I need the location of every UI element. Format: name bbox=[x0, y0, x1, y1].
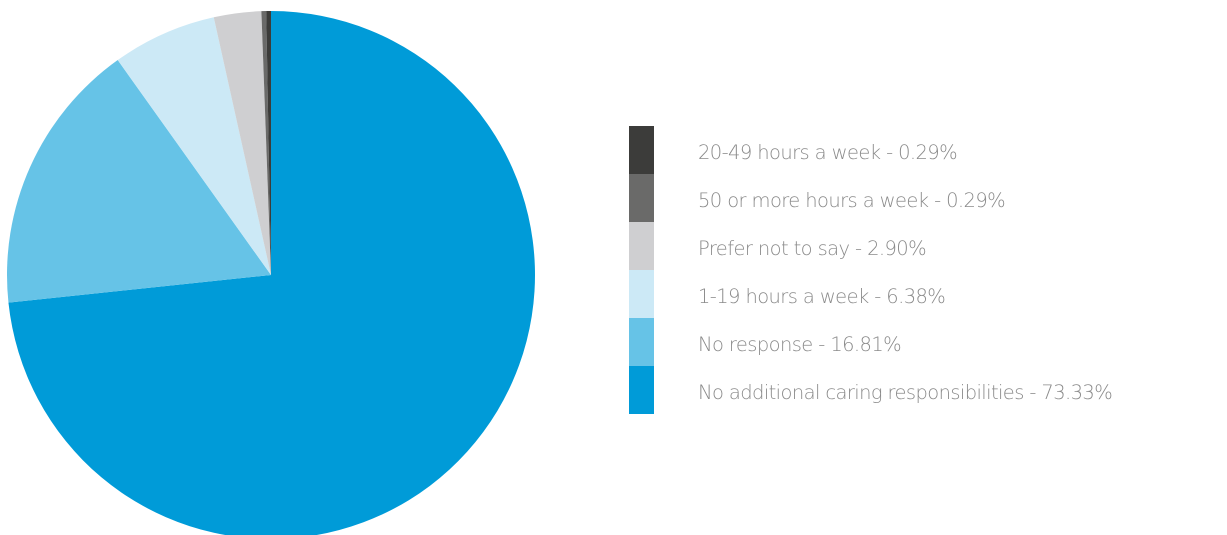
legend-label: 20-49 hours a week - 0.29% bbox=[698, 141, 958, 164]
legend-swatch bbox=[629, 318, 654, 366]
legend-swatch bbox=[629, 174, 654, 222]
pie-slice-1-19-hours-a-week bbox=[117, 17, 272, 275]
legend-label: 1-19 hours a week - 6.38% bbox=[698, 285, 946, 308]
legend-label: No additional caring responsibilities - … bbox=[698, 381, 1113, 404]
pie-slice-prefer-not-to-say bbox=[213, 11, 271, 276]
legend-label: No response - 16.81% bbox=[698, 333, 902, 356]
legend-swatch bbox=[629, 222, 654, 270]
pie-chart bbox=[6, 10, 535, 535]
pie-slice-no-additional-caring-responsibilities bbox=[8, 11, 535, 535]
legend-swatch bbox=[629, 126, 654, 174]
legend-swatch bbox=[629, 270, 654, 318]
pie-slice-no-response bbox=[6, 60, 271, 303]
legend-label: Prefer not to say - 2.90% bbox=[698, 237, 927, 260]
legend-swatch bbox=[629, 366, 654, 414]
pie-slice-50-or-more-hours-a-week bbox=[261, 11, 271, 275]
pie-slice-20-49-hours-a-week bbox=[266, 10, 271, 276]
legend-label: 50 or more hours a week - 0.29% bbox=[698, 189, 1006, 212]
